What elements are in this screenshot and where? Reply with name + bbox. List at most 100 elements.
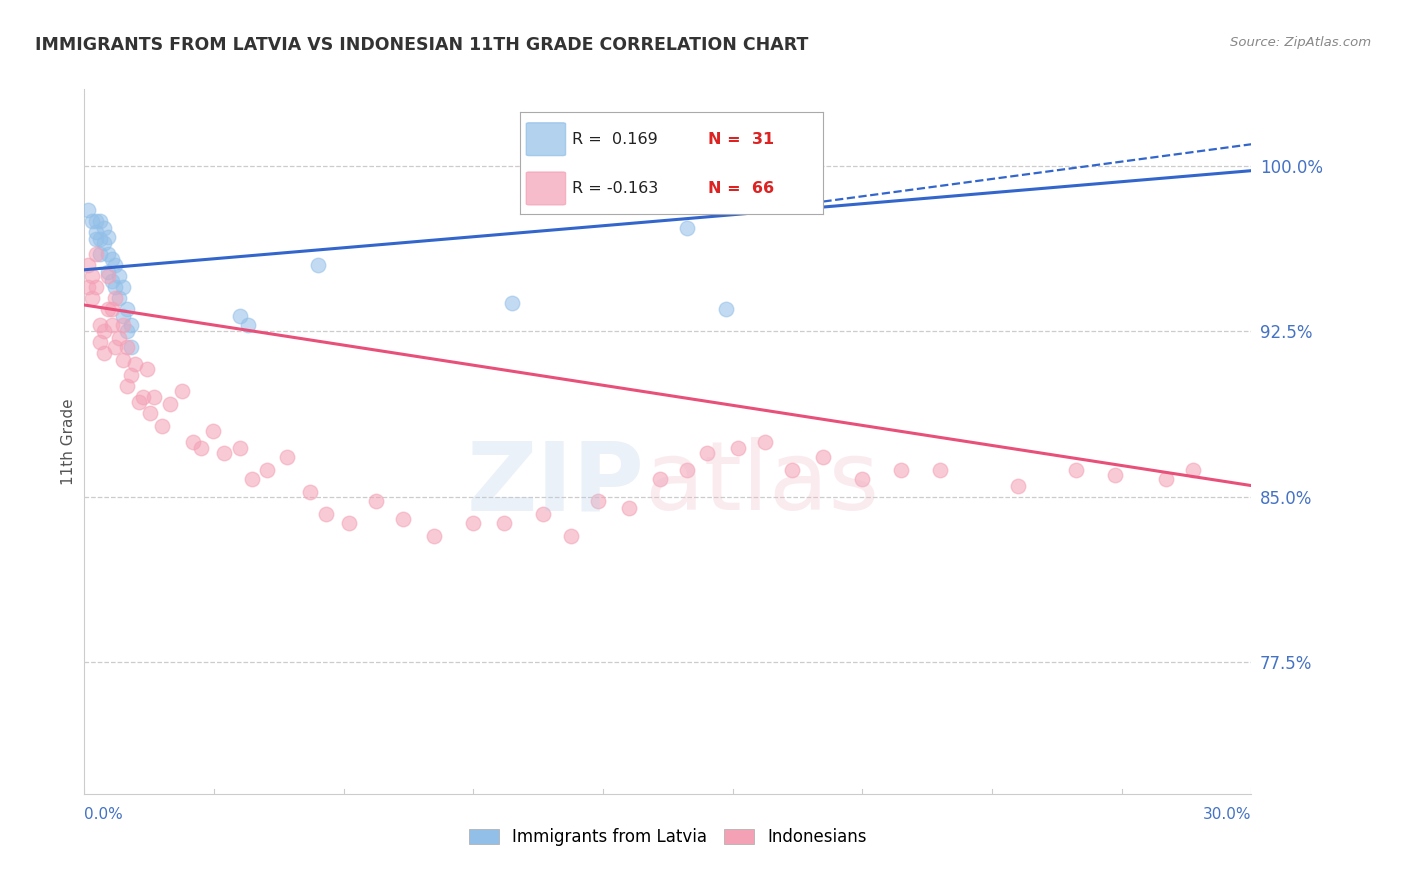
- Point: [727, 441, 749, 455]
- Point: [97, 302, 120, 317]
- Point: [97, 265, 120, 279]
- Point: [236, 318, 259, 332]
- Point: [128, 395, 150, 409]
- Point: [1007, 478, 1029, 492]
- Point: [190, 441, 212, 455]
- Text: R =  0.169: R = 0.169: [572, 132, 658, 146]
- Point: [531, 507, 554, 521]
- Point: [181, 434, 204, 449]
- Text: 30.0%: 30.0%: [1204, 807, 1251, 822]
- Point: [97, 229, 120, 244]
- Point: [159, 397, 181, 411]
- Legend: Immigrants from Latvia, Indonesians: Immigrants from Latvia, Indonesians: [463, 822, 873, 853]
- Point: [307, 258, 329, 272]
- Point: [890, 463, 912, 477]
- Point: [108, 292, 131, 306]
- Point: [139, 406, 162, 420]
- Point: [120, 318, 142, 332]
- Point: [89, 247, 111, 261]
- Point: [120, 340, 142, 354]
- Point: [676, 463, 699, 477]
- Point: [229, 441, 252, 455]
- Point: [143, 391, 166, 405]
- Point: [84, 225, 107, 239]
- Point: [112, 309, 135, 323]
- Point: [366, 494, 388, 508]
- Point: [104, 258, 127, 272]
- Point: [813, 450, 835, 464]
- Point: [240, 472, 263, 486]
- Point: [115, 302, 138, 317]
- Point: [77, 203, 100, 218]
- Point: [84, 232, 107, 246]
- Point: [1104, 467, 1126, 482]
- Point: [423, 529, 446, 543]
- Point: [851, 472, 873, 486]
- Point: [112, 353, 135, 368]
- Text: Source: ZipAtlas.com: Source: ZipAtlas.com: [1230, 36, 1371, 49]
- Point: [82, 292, 104, 306]
- Point: [276, 450, 298, 464]
- Point: [560, 529, 582, 543]
- Point: [108, 269, 131, 284]
- Point: [115, 325, 138, 339]
- Point: [494, 516, 516, 530]
- Point: [82, 269, 104, 284]
- Point: [100, 318, 122, 332]
- Point: [463, 516, 485, 530]
- Point: [120, 368, 142, 383]
- Point: [93, 346, 115, 360]
- Point: [89, 232, 111, 246]
- Text: 0.0%: 0.0%: [84, 807, 124, 822]
- Point: [97, 247, 120, 261]
- Point: [115, 340, 138, 354]
- Point: [501, 295, 523, 310]
- Point: [782, 463, 804, 477]
- Point: [201, 424, 224, 438]
- Point: [696, 445, 718, 459]
- Point: [93, 236, 115, 251]
- Text: R = -0.163: R = -0.163: [572, 181, 658, 196]
- Point: [1154, 472, 1177, 486]
- FancyBboxPatch shape: [526, 172, 565, 205]
- Point: [132, 391, 155, 405]
- FancyBboxPatch shape: [526, 123, 565, 155]
- Text: N =  31: N = 31: [707, 132, 773, 146]
- Point: [1181, 463, 1204, 477]
- Point: [135, 362, 157, 376]
- Point: [84, 280, 107, 294]
- Point: [214, 445, 236, 459]
- Point: [929, 463, 952, 477]
- Point: [617, 500, 640, 515]
- Point: [586, 494, 609, 508]
- Y-axis label: 11th Grade: 11th Grade: [60, 398, 76, 485]
- Text: IMMIGRANTS FROM LATVIA VS INDONESIAN 11TH GRADE CORRELATION CHART: IMMIGRANTS FROM LATVIA VS INDONESIAN 11T…: [35, 36, 808, 54]
- Point: [676, 221, 699, 235]
- Point: [1066, 463, 1088, 477]
- Point: [115, 379, 138, 393]
- Point: [104, 280, 127, 294]
- Point: [89, 335, 111, 350]
- Point: [124, 358, 146, 372]
- Point: [84, 214, 107, 228]
- Point: [89, 318, 111, 332]
- Point: [100, 302, 122, 317]
- Point: [754, 434, 776, 449]
- Point: [716, 302, 738, 317]
- Point: [337, 516, 360, 530]
- Point: [170, 384, 193, 398]
- Point: [392, 511, 415, 525]
- Point: [82, 214, 104, 228]
- Point: [229, 309, 252, 323]
- Point: [93, 325, 115, 339]
- Point: [77, 280, 100, 294]
- Text: ZIP: ZIP: [467, 437, 644, 531]
- Point: [93, 221, 115, 235]
- Point: [100, 274, 122, 288]
- Point: [104, 340, 127, 354]
- Point: [112, 318, 135, 332]
- Point: [84, 247, 107, 261]
- Point: [97, 269, 120, 284]
- Point: [77, 258, 100, 272]
- Point: [89, 214, 111, 228]
